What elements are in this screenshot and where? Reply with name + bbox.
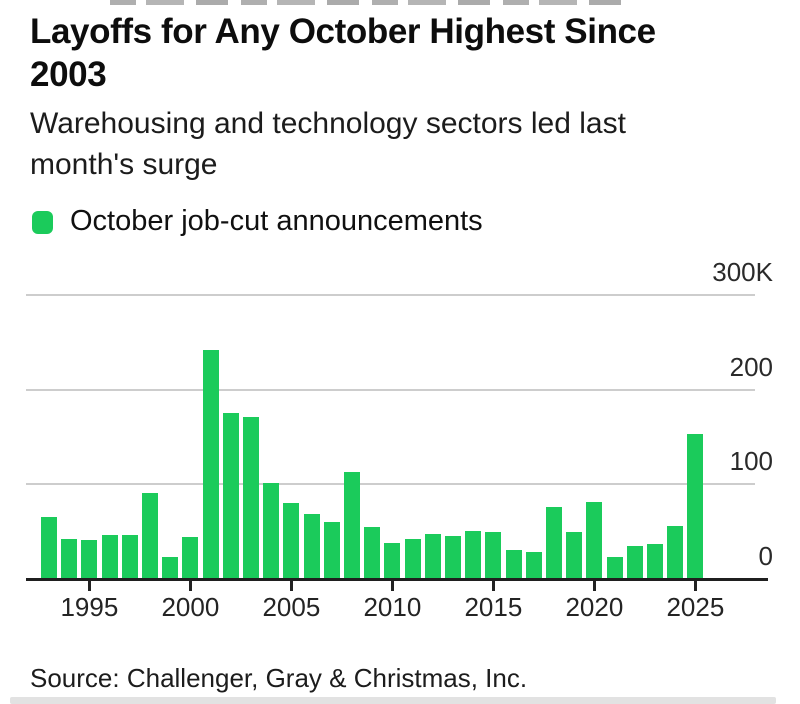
bar-2018 [546, 507, 562, 579]
bar-2024 [667, 526, 684, 579]
bar-2003 [243, 417, 259, 579]
legend-label: October job-cut announcements [70, 205, 483, 237]
bar-2007 [323, 522, 340, 579]
bar-2006 [303, 513, 320, 579]
bar-2012 [424, 533, 441, 579]
cropped-text-above [110, 0, 625, 5]
bar-2008 [344, 472, 360, 579]
y-axis-label-100: 100 [729, 446, 773, 477]
x-tick-2005 [289, 581, 293, 591]
bar-2013 [445, 536, 461, 579]
bar-2005 [283, 503, 300, 579]
bar-2021 [606, 557, 623, 579]
bar-1997 [121, 535, 138, 579]
legend-swatch-icon [32, 211, 53, 234]
bar-2023 [647, 544, 663, 579]
chart-subtitle-line2: month's surge [30, 148, 218, 181]
gridline-300K [26, 293, 755, 296]
x-tick-2025 [693, 581, 697, 591]
chart-subtitle: Warehousing and technology sectors led l… [30, 103, 776, 185]
cropped-content-below [10, 697, 776, 704]
bar-2014 [465, 530, 482, 579]
x-tick-2020 [592, 581, 596, 591]
bar-2020 [586, 502, 603, 579]
bar-2009 [364, 526, 381, 579]
bar-2002 [222, 413, 239, 579]
x-axis-label-2005: 2005 [262, 592, 321, 622]
x-axis-label-2000: 2000 [161, 592, 220, 622]
bar-1994 [61, 539, 78, 579]
y-axis-label-0: 0 [758, 541, 773, 571]
bar-2017 [525, 551, 542, 579]
chart-title-line2: 2003 [30, 55, 107, 94]
chart-subtitle-line1: Warehousing and technology sectors led l… [30, 107, 626, 140]
bar-2019 [566, 531, 583, 579]
x-tick-2015 [491, 581, 495, 591]
x-tick-2010 [390, 581, 394, 591]
gridline-100 [26, 483, 755, 486]
gridline-200 [26, 388, 755, 391]
source-line: Source: Challenger, Gray & Christmas, In… [30, 663, 528, 693]
chart-title-line1: Layoffs for Any October Highest Since [30, 12, 656, 51]
x-axis-label-2020: 2020 [565, 592, 624, 622]
x-tick-1995 [87, 581, 91, 591]
bar-2015 [485, 531, 502, 579]
bar-2011 [404, 539, 421, 579]
x-axis-label-1995: 1995 [60, 592, 119, 622]
bar-2022 [626, 545, 643, 579]
x-tick-2000 [188, 581, 192, 591]
bar-2001 [202, 349, 219, 579]
bar-1995 [81, 540, 98, 579]
x-axis-label-2010: 2010 [363, 592, 422, 622]
chart-title: Layoffs for Any October Highest Since 20… [30, 10, 776, 96]
bar-1996 [101, 534, 118, 579]
bar-2000 [182, 537, 199, 579]
bar-2025 [687, 434, 704, 579]
bar-2016 [505, 549, 522, 579]
bar-1999 [162, 557, 179, 579]
x-axis-line [26, 578, 768, 581]
bar-2004 [263, 483, 280, 579]
bar-1993 [41, 516, 57, 579]
y-axis-label-200: 200 [729, 351, 773, 382]
x-axis-label-2025: 2025 [666, 592, 725, 622]
bar-1998 [142, 492, 158, 579]
x-axis-label-2015: 2015 [464, 592, 523, 622]
bar-2010 [384, 543, 401, 579]
y-axis-label-300K: 300K [712, 256, 773, 287]
